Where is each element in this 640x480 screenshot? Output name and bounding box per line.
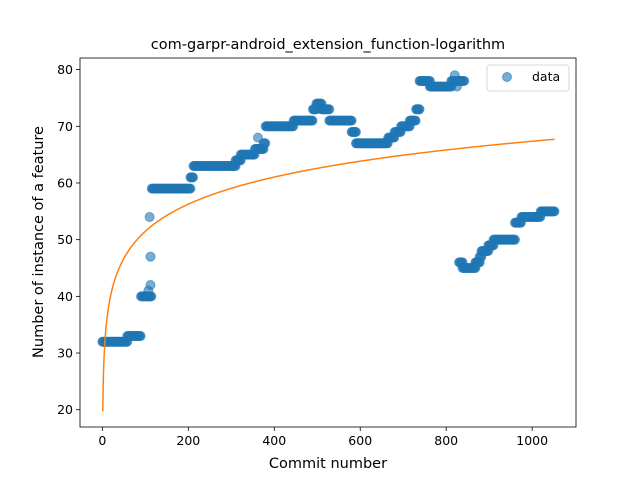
legend-box <box>486 64 570 92</box>
data-point <box>143 285 154 296</box>
data-point <box>414 104 425 115</box>
data-point <box>346 115 357 126</box>
fit-line <box>102 138 555 412</box>
data-point <box>449 70 460 81</box>
data-point <box>459 75 470 86</box>
y-tick-label: 70 <box>57 119 73 134</box>
legend-marker <box>502 72 512 82</box>
data-point <box>145 251 156 262</box>
legend: data <box>486 64 570 92</box>
data-point <box>188 172 199 183</box>
data-point <box>185 183 196 194</box>
y-tick-label: 40 <box>57 289 73 304</box>
data-point <box>350 126 361 137</box>
x-tick-label: 400 <box>262 433 286 448</box>
x-tick-label: 600 <box>348 433 372 448</box>
x-tick-label: 200 <box>176 433 200 448</box>
data-point <box>252 132 263 143</box>
data-point <box>144 211 155 222</box>
data-point <box>509 234 520 245</box>
y-tick-label: 20 <box>57 402 73 417</box>
x-tick-label: 0 <box>98 433 106 448</box>
data-point <box>307 115 318 126</box>
chart-title: com-garpr-android_extension_function-log… <box>151 37 505 53</box>
data-point <box>410 115 421 126</box>
plot-frame <box>79 57 577 428</box>
data-point <box>451 81 462 92</box>
y-tick-label: 50 <box>57 232 73 247</box>
y-tick-label: 80 <box>57 62 73 77</box>
x-tick-label: 1000 <box>516 433 548 448</box>
x-axis-label: Commit number <box>269 456 387 472</box>
y-tick-label: 60 <box>57 175 73 190</box>
data-point <box>260 138 271 149</box>
y-tick-label: 30 <box>57 346 73 361</box>
data-point <box>549 206 560 217</box>
data-point <box>135 331 146 342</box>
y-axis: 20 30 40 50 60 70 80 <box>57 62 80 417</box>
data-layer <box>97 70 560 347</box>
x-axis: 0 200 400 600 800 1000 <box>98 427 548 448</box>
data-point <box>324 104 335 115</box>
x-tick-label: 800 <box>434 433 458 448</box>
y-axis-label: Number of instance of a feature <box>31 126 47 358</box>
legend-label: data <box>532 69 560 84</box>
